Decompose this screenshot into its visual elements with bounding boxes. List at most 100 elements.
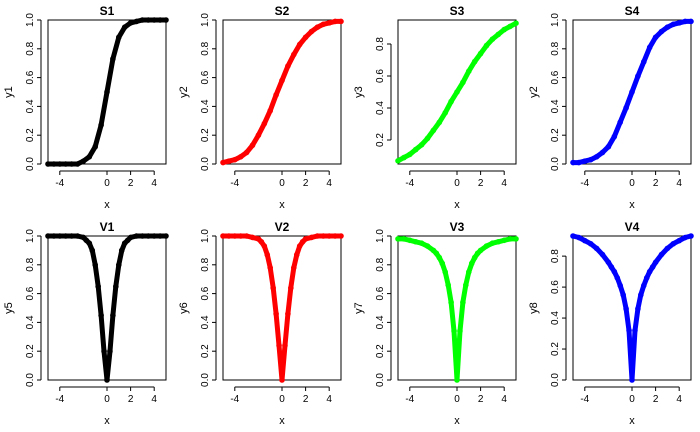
- chart-panel-s2: S2 -4 0 2 4 x 0.0 0.2 0.4 0.6 0.8 1.0 y2: [178, 4, 344, 211]
- y-tick-label: 0.6: [200, 286, 211, 300]
- data-point: [226, 158, 232, 164]
- x-tick-label: 0: [454, 178, 460, 189]
- chart-panel-s4: S4 -4 0 2 4 x 0.0 0.2 0.4 0.6 0.8 1.0 y2: [528, 4, 694, 211]
- data-point: [463, 282, 469, 288]
- data-point: [326, 233, 332, 239]
- data-point: [582, 237, 588, 244]
- chart-panel-v1: V1 -4 0 2 4 x 0.0 0.2 0.4 0.6 0.8 1.0 y5: [3, 220, 169, 427]
- data-point: [92, 143, 98, 150]
- y-axis-label: y2: [178, 86, 190, 98]
- chart-panel-s3: S3 -4 0 2 4 x 0.2 0.4 0.6 0.8 y3: [353, 4, 519, 211]
- data-point: [237, 154, 244, 160]
- data-point: [127, 234, 134, 241]
- data-point: [587, 156, 594, 163]
- x-tick-label: 0: [104, 394, 110, 405]
- y-tick-label: 0.8: [200, 41, 211, 55]
- data-point: [401, 236, 407, 242]
- y-tick-label: 0.2: [200, 344, 211, 358]
- data-point: [45, 233, 51, 239]
- data-point: [448, 299, 454, 306]
- data-point: [220, 159, 226, 166]
- data-point: [302, 34, 309, 41]
- x-tick-label: 4: [326, 178, 332, 189]
- data-point: [157, 17, 163, 23]
- data-point: [582, 158, 588, 164]
- data-point: [513, 236, 519, 242]
- data-point: [424, 135, 431, 142]
- x-tick-label: -4: [405, 394, 414, 405]
- data-point: [51, 233, 57, 239]
- x-tick-label: 0: [454, 394, 460, 405]
- y-tick-label: 0.2: [375, 344, 386, 358]
- data-point: [620, 292, 626, 298]
- data-point: [116, 262, 122, 268]
- y-tick-label: 1.0: [25, 229, 36, 243]
- data-point: [611, 268, 618, 275]
- data-point: [483, 243, 490, 249]
- data-point: [587, 240, 594, 247]
- y-tick-label: 0.0: [200, 157, 211, 171]
- data-point: [682, 234, 688, 241]
- data-point: [127, 20, 134, 26]
- data-point: [623, 105, 629, 111]
- y-tick-label: 0.0: [550, 373, 561, 387]
- data-point: [629, 89, 635, 95]
- y-tick-label: 0.8: [550, 41, 561, 55]
- data-point: [104, 89, 110, 95]
- plot-frame: [222, 19, 342, 165]
- data-point: [489, 240, 496, 246]
- y-tick-label: 0.2: [550, 342, 561, 356]
- x-tick-label: 0: [279, 394, 285, 405]
- y-tick-label: 1.0: [25, 13, 36, 27]
- x-tick-label: -4: [55, 394, 64, 405]
- data-point: [332, 233, 338, 239]
- data-point: [658, 28, 665, 35]
- y-axis-label: y1: [3, 86, 15, 98]
- chart-panel-v2: V2 -4 0 2 4 x 0.0 0.2 0.4 0.6 0.8 1.0 y6: [178, 220, 344, 427]
- data-point: [454, 377, 460, 383]
- data-point: [285, 63, 291, 69]
- chart-title: V2: [275, 220, 290, 234]
- data-point: [264, 251, 271, 258]
- x-tick-label: 4: [326, 394, 332, 405]
- data-point: [163, 17, 169, 23]
- data-point: [664, 24, 671, 31]
- chart-title: V3: [450, 220, 465, 234]
- data-point: [57, 161, 63, 167]
- data-point: [320, 233, 327, 239]
- data-point: [45, 161, 51, 167]
- data-point: [220, 233, 226, 239]
- data-point: [320, 21, 327, 28]
- x-axis-label: x: [279, 199, 285, 211]
- data-point: [282, 342, 288, 349]
- y-tick-label: 0.6: [375, 286, 386, 300]
- data-point: [460, 79, 466, 86]
- data-point: [98, 312, 104, 318]
- data-point: [68, 233, 75, 239]
- data-point: [436, 254, 443, 261]
- data-point: [641, 58, 647, 65]
- y-tick-label: 0.8: [375, 37, 386, 51]
- data-point: [308, 234, 315, 241]
- series-line: [220, 233, 344, 383]
- y-axis-label: y3: [353, 86, 365, 98]
- data-point: [401, 154, 407, 161]
- y-tick-label: 0.8: [25, 41, 36, 55]
- data-point: [477, 50, 484, 57]
- data-point: [412, 238, 419, 245]
- x-tick-label: 2: [478, 178, 484, 189]
- data-point: [688, 18, 694, 25]
- x-tick-label: -4: [580, 394, 589, 405]
- y-tick-label: 0.8: [375, 257, 386, 271]
- data-point: [285, 310, 291, 317]
- x-tick-label: -4: [55, 178, 64, 189]
- y-tick-label: 0.2: [375, 133, 386, 147]
- data-point: [457, 328, 463, 334]
- data-point: [635, 305, 641, 312]
- data-point: [670, 21, 677, 28]
- data-point: [293, 251, 300, 258]
- data-point: [332, 18, 338, 25]
- y-tick-label: 0.4: [200, 99, 211, 113]
- data-point: [629, 377, 635, 383]
- data-point: [288, 285, 294, 291]
